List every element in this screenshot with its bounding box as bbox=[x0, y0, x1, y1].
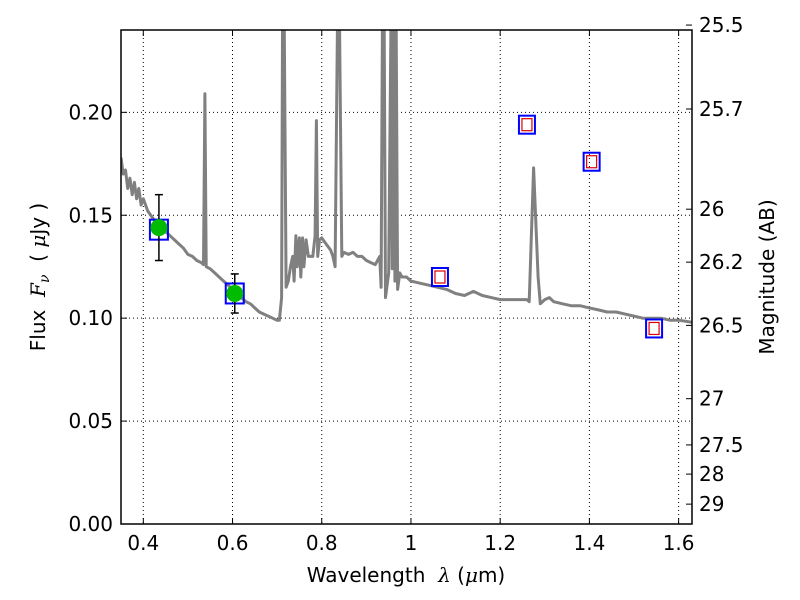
y-tick-label: 0.15 bbox=[68, 203, 113, 227]
x-tick-label: 0.4 bbox=[127, 531, 159, 555]
y2-tick-label: 26 bbox=[699, 197, 724, 221]
y2-tick-label: 28 bbox=[699, 462, 724, 486]
y-axis-title: Flux Fν ( μJy ) bbox=[26, 203, 53, 351]
x-tick-label: 0.8 bbox=[306, 531, 338, 555]
y-tick-label: 0.20 bbox=[68, 100, 113, 124]
y2-tick-label: 25.5 bbox=[699, 13, 744, 37]
x-axis-title: Wavelength λ (μm) bbox=[307, 563, 506, 587]
y2-tick-label: 26.2 bbox=[699, 250, 744, 274]
y2-tick-label: 29 bbox=[699, 492, 724, 516]
upper-limit-marker bbox=[434, 270, 446, 284]
y2-tick-label: 27.5 bbox=[699, 433, 744, 457]
y-tick-label: 0.10 bbox=[68, 306, 113, 330]
y2-tick-label: 25.7 bbox=[699, 97, 744, 121]
x-tick-label: 1.2 bbox=[484, 531, 516, 555]
x-tick-label: 1.6 bbox=[663, 531, 695, 555]
x-tick-label: 1 bbox=[405, 531, 418, 555]
plot-frame bbox=[120, 29, 693, 525]
y2-tick-label: 27 bbox=[699, 387, 724, 411]
x-tick-label: 0.6 bbox=[217, 531, 249, 555]
y-tick-label: 0.00 bbox=[68, 512, 113, 536]
data-layer bbox=[121, 30, 692, 324]
y-tick-label: 0.05 bbox=[68, 409, 113, 433]
y2-axis-title: Magnitude (AB) bbox=[755, 199, 779, 354]
upper-limit-marker bbox=[648, 321, 660, 336]
axis-ticks: 0.4 0.6 0.8 1 1.2 1.4 1.6 0.00 0.05 0.10 0.15 0.20 2… bbox=[68, 13, 743, 555]
observed-flux-point bbox=[226, 284, 244, 302]
y2-tick-label: 26.5 bbox=[699, 313, 744, 337]
upper-limit-marker bbox=[521, 118, 533, 132]
model-spectrum-line bbox=[121, 30, 692, 324]
x-tick-label: 1.4 bbox=[573, 531, 605, 555]
upper-limit-marker bbox=[586, 155, 598, 169]
model-flux-square bbox=[430, 267, 449, 287]
model-flux-square bbox=[582, 151, 601, 172]
model-flux-square bbox=[645, 318, 664, 339]
observed-flux-point bbox=[150, 219, 168, 237]
marker-layer bbox=[148, 114, 664, 339]
model-flux-square bbox=[517, 114, 536, 135]
